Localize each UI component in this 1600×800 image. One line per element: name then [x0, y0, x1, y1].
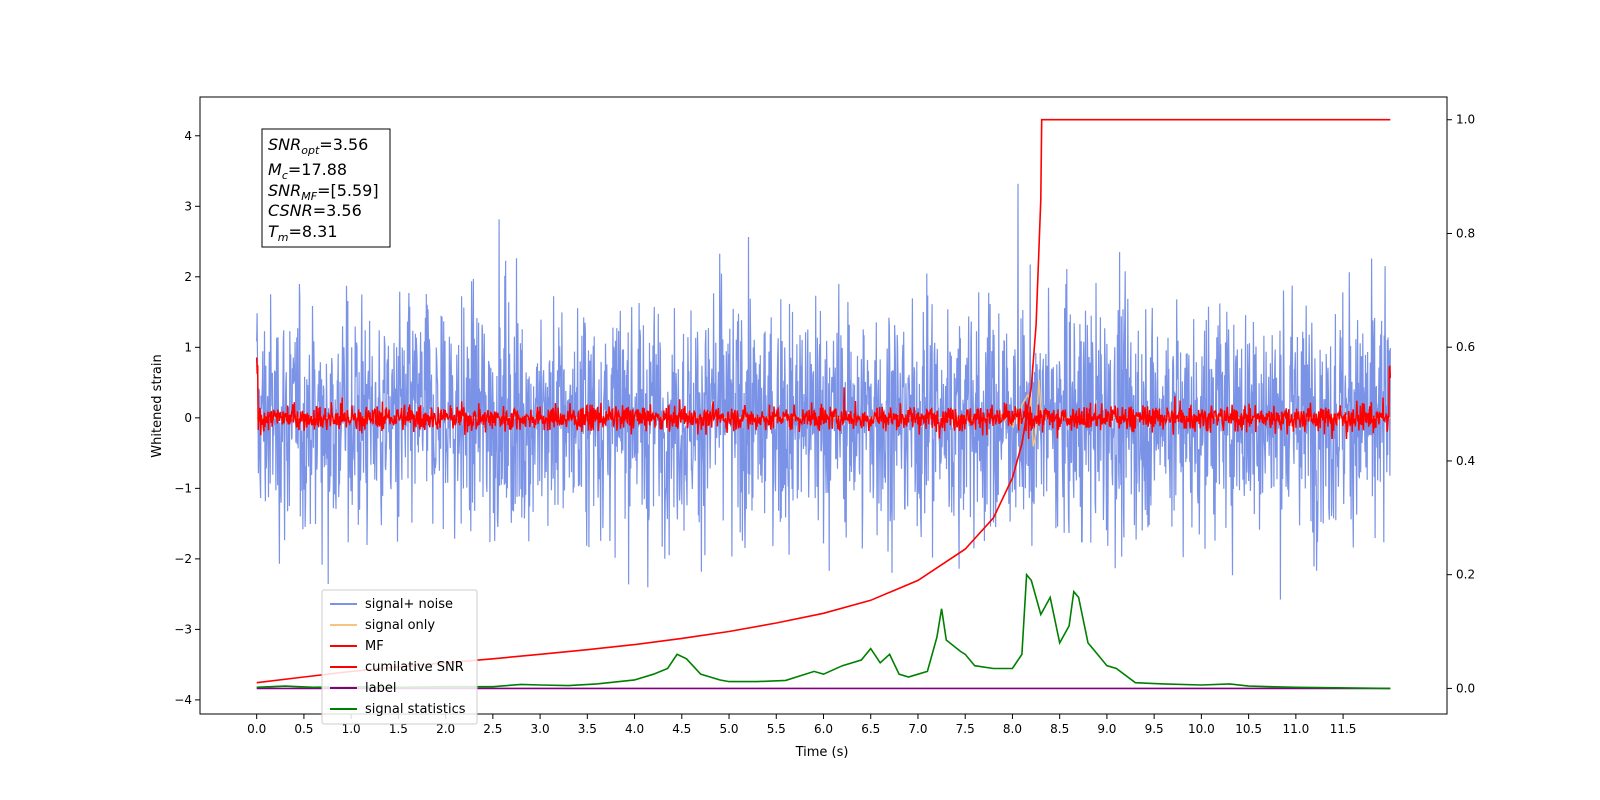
y-tick-label: 3 — [184, 199, 192, 213]
x-tick-label: 11.0 — [1282, 722, 1309, 736]
info-tm: Tm=8.31 — [268, 222, 338, 244]
legend-entry: signal+ noise — [365, 597, 453, 612]
info-csnr: CSNR=3.56 — [268, 201, 362, 220]
legend-entry: signal only — [365, 618, 435, 633]
y-tick-label: 0 — [184, 411, 192, 425]
y-tick-label: −1 — [174, 481, 192, 495]
x-tick-label: 6.5 — [861, 722, 880, 736]
x-tick-label: 4.5 — [672, 722, 691, 736]
legend-entry: MF — [365, 639, 384, 654]
series-mf — [255, 357, 1392, 440]
legend-entry: label — [365, 681, 396, 696]
x-tick-label: 0.5 — [294, 722, 313, 736]
x-tick-label: 0.0 — [247, 722, 266, 736]
x-tick-label: 11.5 — [1330, 722, 1357, 736]
legend-items: signal+ noise signal only MF cumilative SNR… — [330, 597, 466, 717]
x-tick-label: 5.0 — [719, 722, 738, 736]
y-right-tick-label: 1.0 — [1456, 113, 1475, 127]
y-tick-label: 2 — [184, 270, 192, 284]
x-tick-label: 3.0 — [531, 722, 550, 736]
legend: signal+ noise signal only MF cumilative SNR… — [321, 589, 478, 725]
legend-entry: cumilative SNR — [365, 660, 464, 675]
legend-frame — [321, 589, 478, 725]
y-axis-right: 1.0 0.8 0.6 0.4 0.2 0.0 — [1447, 113, 1475, 695]
x-tick-label: 2.0 — [436, 722, 455, 736]
y-tick-label: −2 — [174, 552, 192, 566]
x-tick-label: 6.0 — [814, 722, 833, 736]
y-right-tick-label: 0.2 — [1456, 568, 1475, 582]
x-tick-label: 10.0 — [1188, 722, 1215, 736]
info-box: SNRopt=3.56 Mc=17.88 SNRMF=[5.59] CSNR=3… — [261, 128, 391, 248]
x-tick-label: 7.0 — [908, 722, 927, 736]
x-tick-label: 5.5 — [767, 722, 786, 736]
x-axis-label: Time (s) — [795, 745, 849, 760]
x-tick-label: 4.0 — [625, 722, 644, 736]
legend-entry: signal statistics — [365, 702, 466, 717]
x-tick-label: 8.5 — [1050, 722, 1069, 736]
x-tick-label: 7.5 — [956, 722, 975, 736]
y-tick-label: −4 — [174, 693, 192, 707]
x-tick-label: 9.0 — [1097, 722, 1116, 736]
y-axis-label: Whitened strain — [150, 354, 165, 457]
info-snr-opt: SNRopt=3.56 — [268, 135, 368, 157]
x-tick-label: 3.5 — [578, 722, 597, 736]
series-signal-statistics — [256, 572, 1391, 690]
y-tick-label: −3 — [174, 622, 192, 636]
y-right-tick-label: 0.0 — [1456, 681, 1475, 695]
y-right-tick-label: 0.8 — [1456, 226, 1475, 240]
x-tick-label: 8.0 — [1003, 722, 1022, 736]
x-axis: 0.0 0.5 1.0 1.5 2.0 2.5 3.0 3.5 4.0 4.5 5.0 5.5 6.0 6… — [247, 714, 1356, 736]
y-right-tick-label: 0.6 — [1456, 340, 1475, 354]
info-mc: Mc=17.88 — [268, 160, 347, 182]
info-snr-mf: SNRMF=[5.59] — [268, 181, 379, 203]
x-tick-label: 9.5 — [1145, 722, 1164, 736]
y-axis-left: 4 3 2 1 0 −1 −2 −3 −4 — [174, 129, 200, 707]
x-tick-label: 1.0 — [342, 722, 361, 736]
y-tick-label: 1 — [184, 340, 192, 354]
x-tick-label: 1.5 — [389, 722, 408, 736]
x-tick-label: 2.5 — [483, 722, 502, 736]
x-tick-label: 10.5 — [1235, 722, 1262, 736]
y-tick-label: 4 — [184, 129, 192, 143]
info-box-frame — [261, 128, 391, 248]
series-signal-noise — [256, 183, 1391, 600]
y-right-tick-label: 0.4 — [1456, 454, 1475, 468]
